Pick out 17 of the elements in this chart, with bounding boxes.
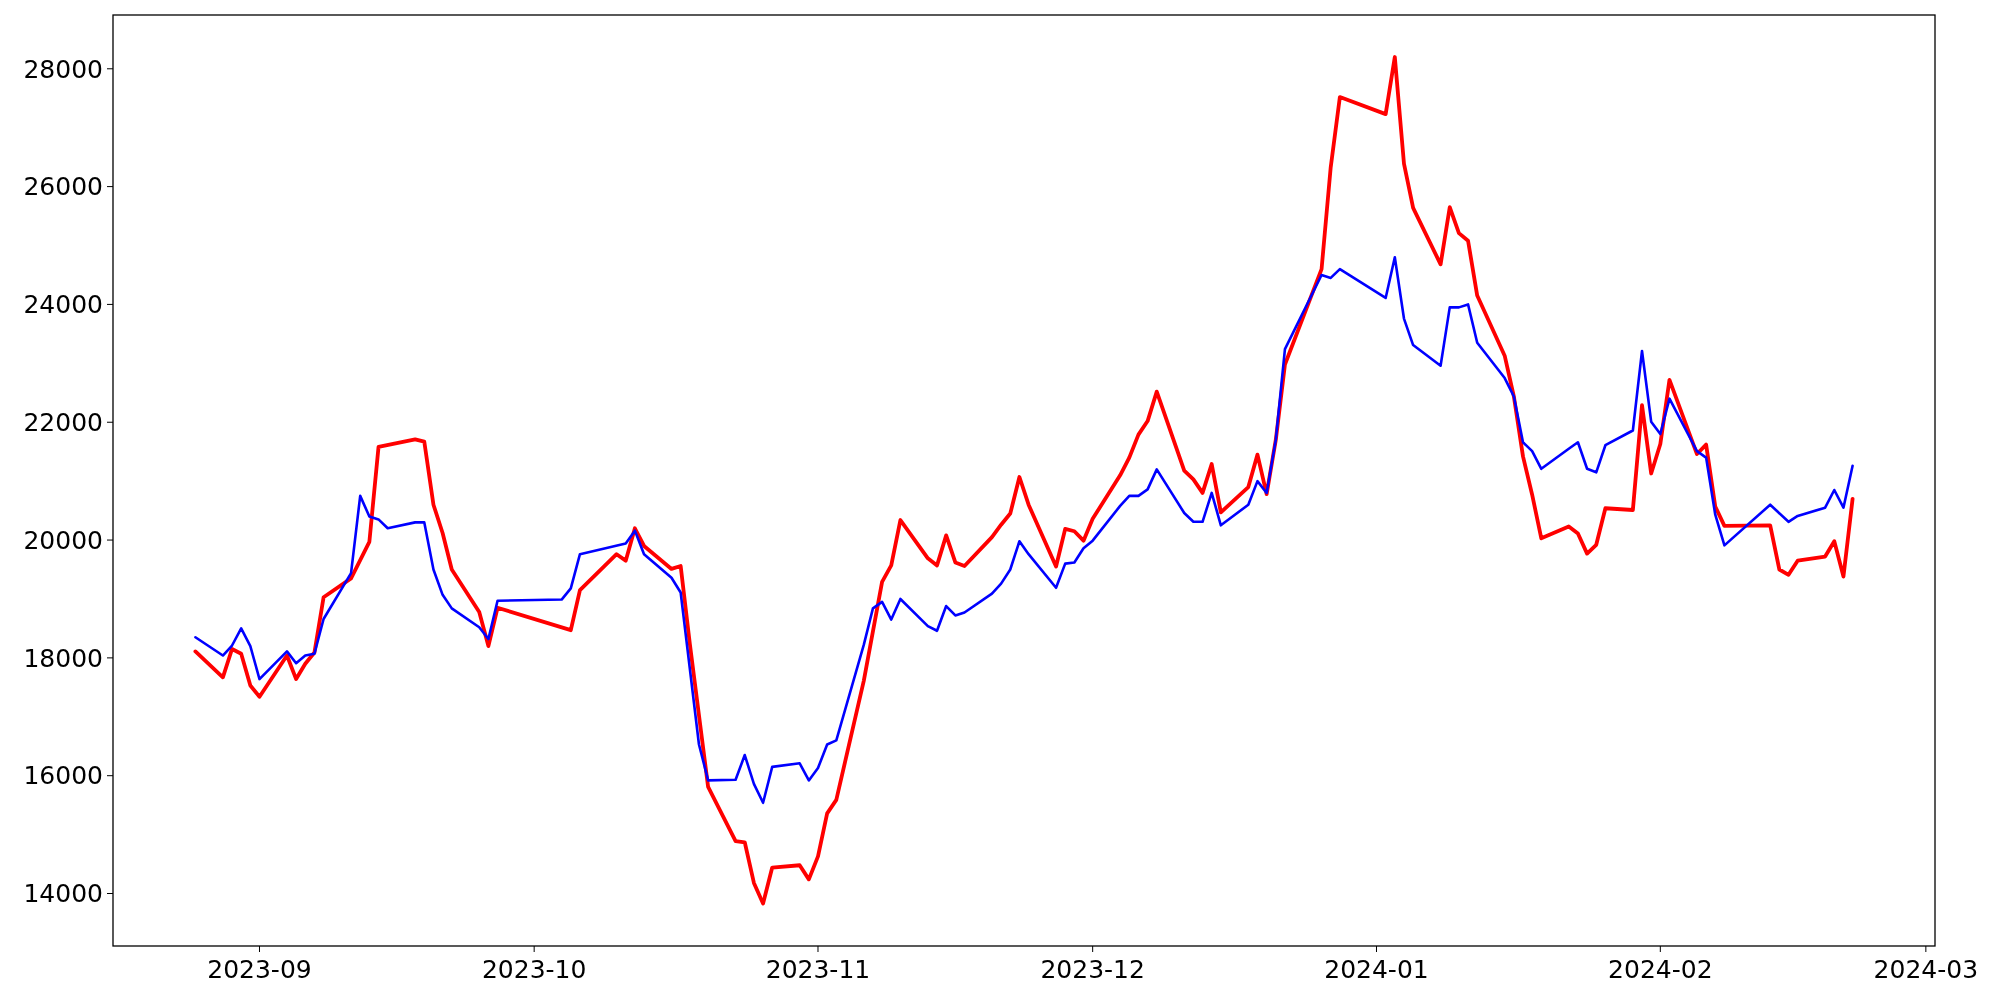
y-tick-label: 14000 [23, 879, 103, 909]
x-tick-label: 2023-11 [765, 955, 871, 984]
x-tick-label: 2024-02 [1608, 955, 1713, 984]
y-tick-label: 28000 [23, 54, 103, 84]
line-series [194, 255, 1854, 805]
y-tick-label: 24000 [23, 290, 103, 320]
x-tick-label: 2023-12 [1040, 955, 1145, 984]
y-tick-label: 20000 [23, 525, 103, 555]
x-tick-label: 2023-09 [207, 955, 312, 984]
x-tick-label: 2024-01 [1324, 955, 1429, 984]
y-tick-label: 16000 [23, 761, 103, 791]
x-tick-label: 2023-10 [481, 955, 587, 984]
y-tick-label: 22000 [23, 407, 103, 437]
x-tick-label: 2024-03 [1873, 955, 1979, 984]
line-series [193, 55, 1855, 906]
y-tick-label: 18000 [23, 643, 103, 673]
y-tick-label: 26000 [23, 172, 103, 202]
